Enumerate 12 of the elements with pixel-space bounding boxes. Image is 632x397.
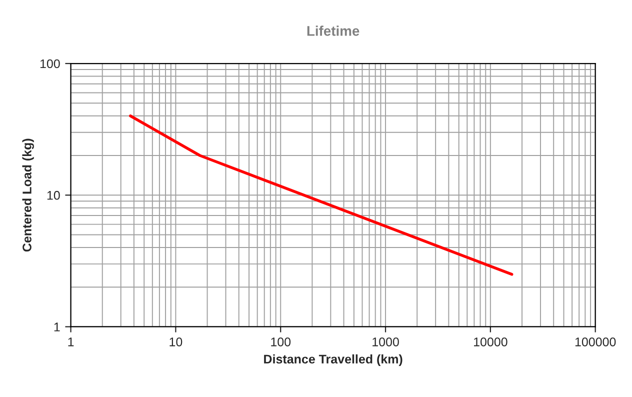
x-axis-title: Distance Travelled (km) — [264, 354, 402, 366]
x-tick-label: 1 — [68, 338, 74, 346]
y-tick-label: 1 — [54, 322, 60, 332]
y-tick-label: 10 — [47, 190, 60, 200]
chart-title: Lifetime — [307, 26, 360, 36]
x-tick-label: 10 — [170, 337, 182, 346]
y-tick-label: 100 — [40, 59, 60, 68]
x-tick-label: 1000 — [372, 337, 399, 346]
y-axis-title: Centered Load (kg) — [22, 138, 34, 252]
x-tick-label: 100 — [271, 337, 291, 346]
x-tick-label: 100000 — [575, 337, 616, 346]
x-tick-label: 10000 — [474, 337, 508, 346]
